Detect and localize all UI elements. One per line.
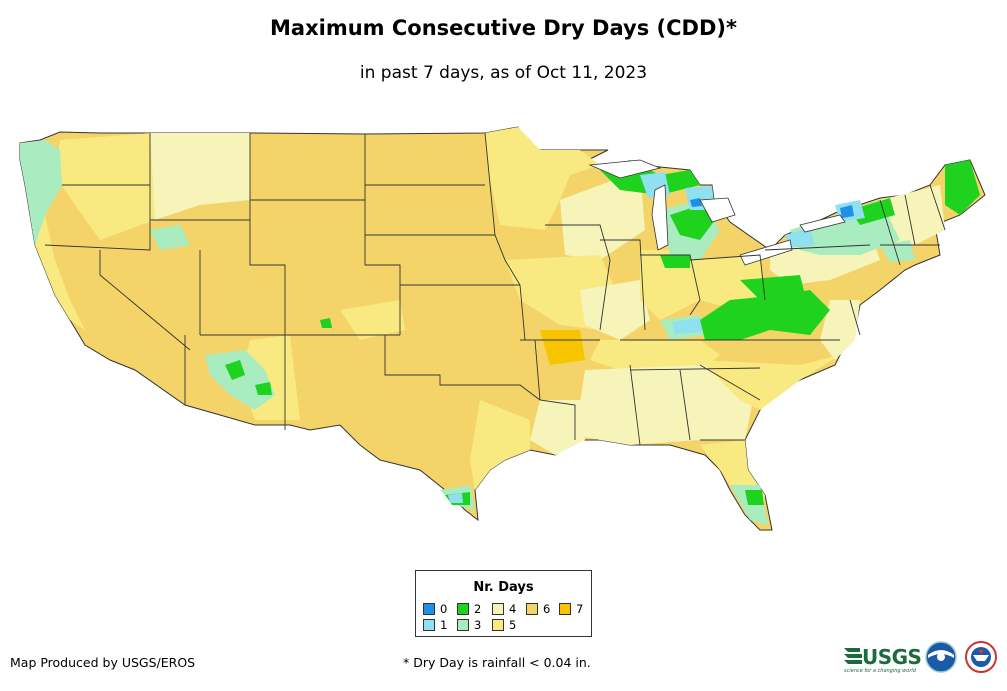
legend-item-1: 1 bbox=[423, 619, 447, 631]
svg-text:science for a changing world: science for a changing world bbox=[844, 668, 917, 674]
legend-swatch bbox=[526, 603, 538, 615]
legend-label: 0 bbox=[440, 602, 448, 616]
legend-swatch bbox=[492, 619, 504, 631]
nws-logo bbox=[965, 641, 997, 673]
map-title: Maximum Consecutive Dry Days (CDD)* bbox=[270, 16, 737, 40]
legend-swatch bbox=[423, 603, 435, 615]
legend-item-7: 7 bbox=[559, 603, 583, 615]
legend-item-4: 4 bbox=[492, 603, 516, 615]
legend-item-6: 6 bbox=[526, 603, 550, 615]
legend-item-3: 3 bbox=[457, 619, 481, 631]
legend-swatch bbox=[457, 619, 469, 631]
legend-swatch bbox=[457, 603, 469, 615]
usgs-logo: USGS science for a changing world bbox=[844, 645, 922, 674]
footnote: * Dry Day is rainfall < 0.04 in. bbox=[403, 655, 591, 670]
legend-title: Nr. Days bbox=[473, 580, 534, 595]
legend-label: 3 bbox=[474, 618, 482, 632]
class-7-regions bbox=[540, 330, 585, 365]
state-boundaries bbox=[44, 132, 946, 446]
legend-item-0: 0 bbox=[423, 603, 447, 615]
legend-label: 5 bbox=[509, 618, 517, 632]
legend-item-5: 5 bbox=[492, 619, 516, 631]
legend-label: 1 bbox=[440, 618, 448, 632]
legend-label: 6 bbox=[543, 602, 551, 616]
map-subtitle: in past 7 days, as of Oct 11, 2023 bbox=[359, 63, 648, 83]
great-lakes bbox=[588, 159, 846, 266]
legend-label: 2 bbox=[474, 602, 482, 616]
usgs-wordmark: USGS bbox=[862, 645, 921, 669]
legend: Nr. Days 0 1 2 3 4 5 6 7 bbox=[415, 570, 592, 637]
legend-label: 4 bbox=[509, 602, 517, 616]
legend-item-2: 2 bbox=[457, 603, 481, 615]
map-credit: Map Produced by USGS/EROS bbox=[10, 655, 196, 670]
noaa-logo bbox=[925, 641, 957, 673]
legend-swatch bbox=[492, 603, 504, 615]
agency-logos: USGS science for a changing world bbox=[844, 641, 997, 674]
legend-swatch bbox=[559, 603, 571, 615]
class-0-regions bbox=[690, 198, 854, 218]
legend-label: 7 bbox=[576, 602, 584, 616]
legend-swatch bbox=[423, 619, 435, 631]
